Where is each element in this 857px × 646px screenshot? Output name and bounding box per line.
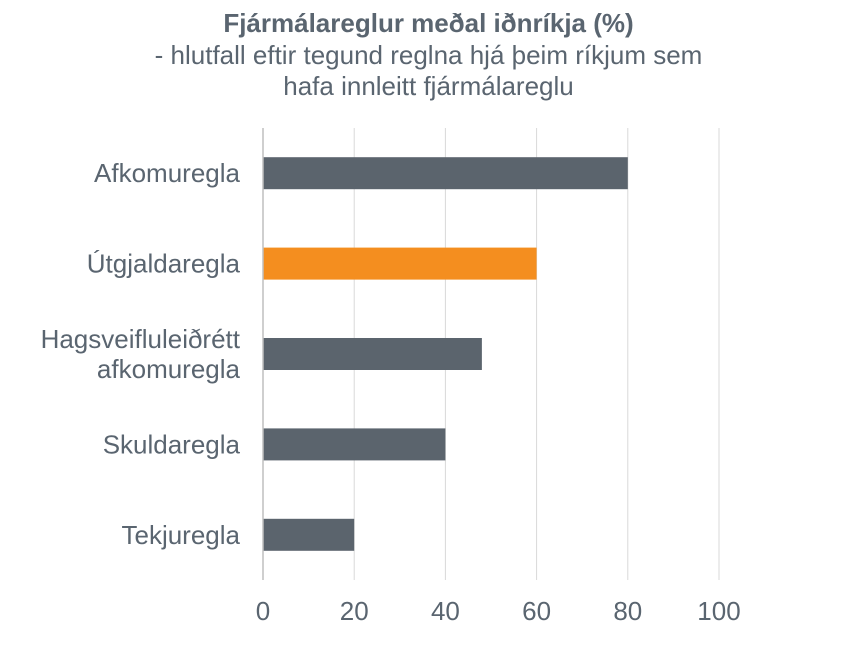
category-label-3: Skuldaregla xyxy=(103,429,241,459)
x-tick-label-80: 80 xyxy=(613,596,642,626)
category-label-4-line-0: Tekjuregla xyxy=(121,520,240,550)
category-label-1-line-0: Útgjaldaregla xyxy=(87,249,241,279)
category-label-2: Hagsveifluleiðrétt afkomuregla xyxy=(41,324,241,384)
chart-title: Fjármálareglur meðal iðnríkja (%) xyxy=(223,8,634,38)
x-tick-label-100: 100 xyxy=(697,596,740,626)
category-label-4: Tekjuregla xyxy=(121,520,240,550)
category-label-1: Útgjaldaregla xyxy=(87,249,241,279)
bar-1 xyxy=(263,247,537,280)
chart-subtitle-line-1: - hlutfall eftir tegund reglna hjá þeim … xyxy=(154,40,703,70)
category-label-2-line-0: Hagsveifluleiðrétt xyxy=(41,324,241,354)
x-tick-label-0: 0 xyxy=(256,596,270,626)
x-tick-label-60: 60 xyxy=(522,596,551,626)
bar-4 xyxy=(263,518,355,551)
x-tick-label-40: 40 xyxy=(431,596,460,626)
bar-0 xyxy=(263,157,628,190)
bar-3 xyxy=(263,428,446,461)
category-label-2-line-1: afkomuregla xyxy=(97,354,241,384)
chart-subtitle-line-2: hafa innleitt fjármálareglu xyxy=(283,71,574,101)
category-label-0-line-0: Afkomuregla xyxy=(94,158,240,188)
category-label-3-line-0: Skuldaregla xyxy=(103,429,241,459)
category-label-0: Afkomuregla xyxy=(94,158,240,188)
x-tick-label-20: 20 xyxy=(340,596,369,626)
bar-2 xyxy=(263,338,482,370)
